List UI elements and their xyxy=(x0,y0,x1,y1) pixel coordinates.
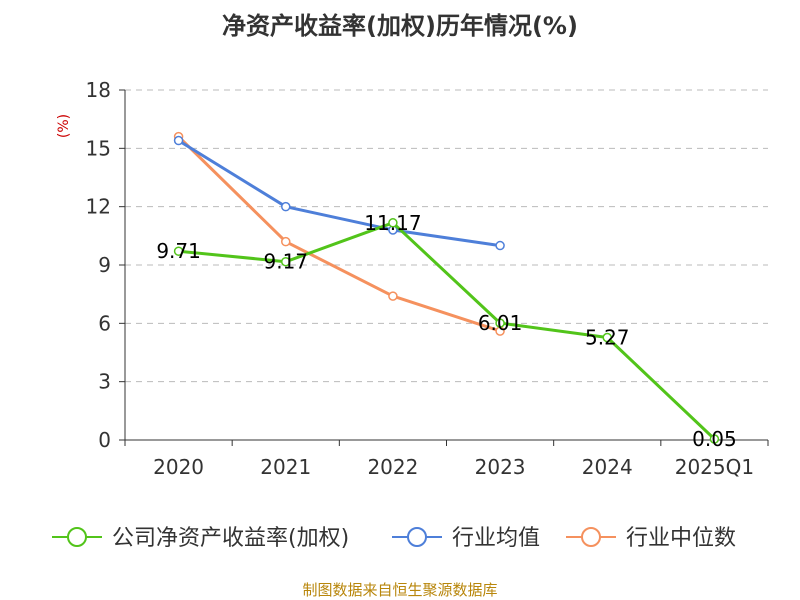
legend-item[interactable]: 公司净资产收益率(加权) xyxy=(52,526,349,551)
legend-marker xyxy=(581,527,601,547)
x-tick-label: 2024 xyxy=(582,455,633,479)
series-group xyxy=(173,135,505,251)
y-tick-label: 18 xyxy=(86,78,111,102)
y-tick-label: 0 xyxy=(98,428,111,452)
data-point xyxy=(173,135,184,146)
data-point xyxy=(281,201,291,212)
legend-marker xyxy=(407,527,427,547)
legend-label: 行业中位数 xyxy=(626,526,736,551)
data-point xyxy=(388,291,398,301)
axes: 0 3 6 9 12 15 18 2020 2021 2022 2023 2024 2025Q1 xyxy=(86,78,769,479)
data-point xyxy=(495,240,505,251)
data-point xyxy=(281,256,291,267)
x-tick-label: 2025Q1 xyxy=(675,455,754,479)
data-label: 11.17 xyxy=(364,211,421,235)
legend[interactable]: 公司净资产收益率(加权) 行业均值 行业中位数 xyxy=(52,526,736,551)
x-tick-label: 2023 xyxy=(475,455,526,479)
legend-item[interactable]: 行业中位数 xyxy=(566,526,736,551)
x-tick-label: 2021 xyxy=(260,455,311,479)
data-label: 0.05 xyxy=(692,427,737,451)
y-tick-label: 3 xyxy=(98,370,111,394)
grid-lines xyxy=(125,89,768,383)
source-note: 制图数据来自恒生聚源数据库 xyxy=(302,581,497,599)
data-point xyxy=(388,218,398,228)
y-tick-label: 12 xyxy=(86,195,111,219)
y-tick-label: 6 xyxy=(98,311,111,335)
series-lines xyxy=(173,131,720,444)
data-point xyxy=(602,332,612,343)
y-tick-label: 15 xyxy=(86,136,111,160)
series-group xyxy=(173,131,505,336)
x-tick-label: 2022 xyxy=(367,455,418,479)
data-point xyxy=(281,236,291,247)
y-axis-label: (%) xyxy=(56,114,72,138)
data-label: 9.71 xyxy=(156,239,201,263)
data-point xyxy=(173,246,184,256)
series-line xyxy=(177,139,501,248)
x-tick-label: 2020 xyxy=(153,455,204,479)
data-label: 9.17 xyxy=(263,250,308,274)
legend-item[interactable]: 行业均值 xyxy=(392,526,540,551)
data-point xyxy=(709,434,720,444)
data-point xyxy=(495,318,505,328)
data-labels: 9.71 9.17 11.17 6.01 5.27 0.05 xyxy=(156,211,736,451)
series-line xyxy=(178,221,716,441)
legend-marker xyxy=(67,527,87,547)
series-group xyxy=(173,218,720,444)
y-tick-label: 9 xyxy=(98,253,111,277)
data-label: 5.27 xyxy=(585,326,630,350)
data-label: 6.01 xyxy=(478,311,523,335)
legend-label: 行业均值 xyxy=(452,526,540,551)
series-line xyxy=(177,135,501,333)
legend-label: 公司净资产收益率(加权) xyxy=(112,526,349,551)
chart-title: 净资产收益率(加权)历年情况(%) xyxy=(222,12,578,40)
